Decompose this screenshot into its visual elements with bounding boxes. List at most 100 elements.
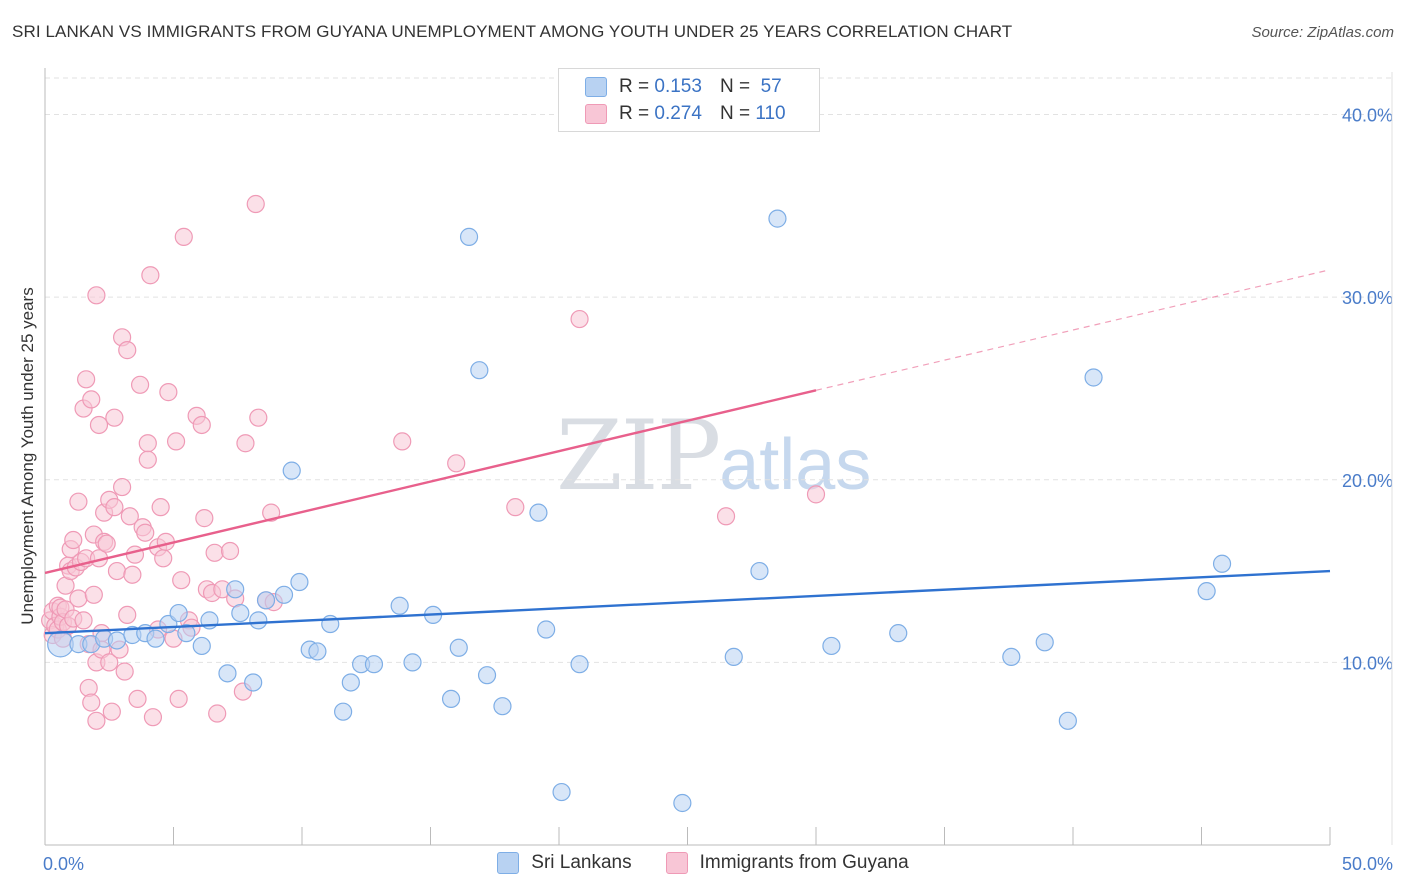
data-point-guyana [716,507,736,526]
r-label: R = [619,103,650,124]
data-point-sri-lankans [390,596,409,615]
data-point-guyana [82,390,101,409]
data-point-sri-lankans [249,611,268,630]
legend-label: Sri Lankans [531,852,632,873]
r-value: 0.274 [654,103,702,124]
data-point-guyana [64,530,83,550]
data-point-guyana [506,498,525,517]
data-point-sri-lankans [470,361,489,380]
data-point-guyana [112,477,132,497]
legend-swatch-pink [585,104,607,124]
legend-swatch-pink [665,852,688,874]
data-point-guyana [102,702,121,721]
data-point-sri-lankans [441,689,461,709]
data-point-sri-lankans [459,227,479,246]
data-point-guyana [138,450,157,469]
data-point-guyana [69,492,88,511]
data-point-sri-lankans [493,697,512,716]
data-point-guyana [118,605,137,625]
stats-legend-row-guyana: R = 0.274 N = 110 [585,102,786,126]
data-point-sri-lankans [570,655,589,674]
data-point-sri-lankans [673,793,692,813]
data-point-guyana [87,711,106,730]
stats-legend-row-sri-lankans: R = 0.153 N = 57 [585,75,782,99]
data-point-guyana [105,408,124,427]
data-point-sri-lankans [449,638,468,657]
data-point-sri-lankans [192,636,211,656]
data-point-sri-lankans [226,580,245,599]
legend-item-sri-lankans[interactable]: Sri Lankans [497,852,632,874]
data-point-guyana [97,534,116,553]
data-point-guyana [208,704,227,723]
data-point-guyana [136,523,155,542]
r-value: 0.153 [654,76,702,97]
trend-line-extension-guyana [815,269,1331,391]
data-point-guyana [172,571,191,590]
data-point-guyana [159,383,178,402]
legend-label: Immigrants from Guyana [699,852,909,873]
data-point-guyana [138,434,157,453]
y-axis-label: Unemployment Among Youth under 25 years [18,287,37,625]
data-point-guyana [82,693,101,712]
data-point-sri-lankans [169,603,188,623]
data-point-sri-lankans [724,647,743,667]
data-point-guyana [249,408,268,427]
data-point-sri-lankans [308,642,327,661]
n-label: N = [719,76,751,97]
data-point-sri-lankans [290,572,309,592]
data-point-sri-lankans [1084,368,1103,387]
legend-swatch-blue [497,852,520,874]
legend-item-guyana[interactable]: Immigrants from Guyana [665,852,909,874]
data-point-sri-lankans [1197,582,1216,601]
trend-line-guyana [44,389,817,575]
trend-line-sri-lankans [44,569,1331,635]
data-point-sri-lankans [537,620,556,639]
y-tick-label: 40.0% [1342,106,1393,126]
data-point-sri-lankans [218,664,237,683]
data-point-guyana [128,689,147,709]
data-point-guyana [205,543,224,562]
data-point-guyana [151,498,170,517]
data-point-sri-lankans [403,653,422,672]
data-point-guyana [262,503,281,522]
data-point-sri-lankans [364,655,384,674]
data-point-sri-lankans [256,591,276,610]
watermark-atlas: atlas [719,425,872,505]
data-point-sri-lankans [244,673,263,692]
y-tick-label: 10.0% [1342,653,1393,673]
data-point-sri-lankans [341,673,360,692]
data-point-guyana [570,309,589,329]
data-point-guyana [115,662,134,681]
data-point-sri-lankans [231,603,250,623]
x-tick-label: 0.0% [43,854,84,874]
data-point-sri-lankans [177,624,196,643]
data-point-sri-lankans [282,461,301,480]
data-point-guyana [143,708,163,727]
data-point-guyana [125,545,145,564]
data-point-guyana [166,432,186,451]
data-point-guyana [236,434,255,453]
data-point-guyana [141,266,160,285]
data-point-guyana [393,432,412,451]
data-point-guyana [220,541,240,561]
y-tick-label: 30.0% [1342,288,1393,308]
data-point-sri-lankans [889,624,908,643]
data-point-sri-lankans [552,782,571,802]
data-point-guyana [69,589,88,608]
data-point-guyana [100,653,119,672]
data-point-guyana [87,286,106,305]
data-point-guyana [447,454,466,473]
source-label: Source: ZipAtlas.com [1251,24,1394,41]
data-point-sri-lankans [107,631,127,650]
data-point-sri-lankans [529,503,548,522]
data-point-sri-lankans [1002,647,1021,667]
legend-swatch-blue [585,77,607,97]
data-point-guyana [123,565,142,584]
data-point-guyana [154,549,173,568]
data-point-guyana [74,611,93,630]
n-value: 57 [760,76,782,97]
data-point-guyana [77,370,96,389]
data-point-sri-lankans [477,666,497,685]
data-point-guyana [89,415,109,435]
